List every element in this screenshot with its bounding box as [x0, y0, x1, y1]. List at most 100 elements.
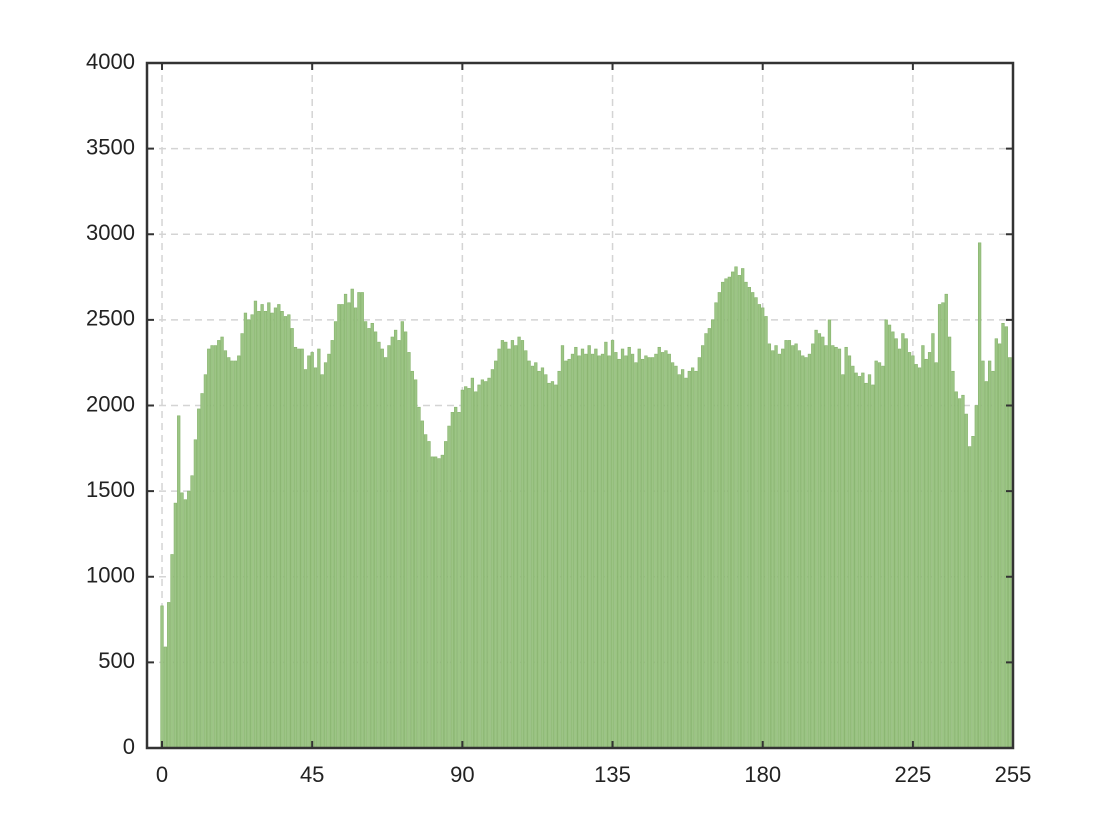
bar [624, 355, 628, 748]
bar [400, 321, 404, 748]
bar [427, 441, 431, 748]
bar [477, 384, 481, 748]
bar [410, 370, 414, 748]
bar [330, 340, 334, 748]
bar [824, 345, 828, 748]
bar [711, 319, 715, 748]
bar [954, 391, 958, 748]
bar [383, 357, 388, 748]
bar [323, 362, 328, 748]
bar [447, 425, 451, 748]
bar [183, 499, 188, 748]
bar [787, 340, 792, 748]
bar [420, 420, 424, 748]
bar [287, 314, 291, 748]
bar [931, 333, 935, 748]
bar [857, 376, 862, 748]
bar [847, 355, 852, 748]
bar [377, 341, 381, 748]
bar [173, 502, 178, 748]
bar [203, 374, 208, 748]
bar [937, 304, 942, 748]
bar [303, 369, 308, 748]
bar [434, 456, 438, 748]
bar [1008, 357, 1012, 748]
bar [794, 343, 798, 748]
bar [497, 348, 501, 748]
bar [737, 275, 741, 748]
bar [634, 362, 638, 748]
bar [243, 312, 248, 748]
y-tick-label: 2500 [86, 306, 135, 331]
bar [320, 374, 324, 748]
bar [811, 343, 815, 748]
bar [827, 319, 832, 748]
bar [761, 307, 765, 748]
bar [230, 360, 234, 748]
bar [514, 345, 518, 748]
bar [347, 302, 351, 748]
bar [407, 352, 411, 748]
bar [197, 408, 201, 748]
bar [984, 381, 988, 748]
bar [170, 554, 174, 748]
bar [821, 336, 825, 748]
bar [941, 302, 945, 748]
bar [460, 389, 464, 748]
x-tick-label: 0 [156, 762, 168, 787]
bar [851, 365, 855, 748]
y-tick-label: 3500 [86, 134, 135, 159]
bar [687, 370, 691, 748]
bar [424, 434, 428, 748]
bar [494, 360, 498, 748]
bar [564, 360, 568, 748]
bar [557, 370, 561, 748]
bar [877, 362, 882, 748]
bar [327, 353, 331, 748]
bar [747, 287, 751, 748]
bar [414, 379, 418, 748]
bar [901, 333, 905, 748]
bar [594, 348, 598, 748]
bar [674, 365, 678, 748]
plot-frame [145, 61, 1015, 750]
bar [871, 384, 875, 748]
bar [911, 355, 915, 748]
bar [891, 331, 895, 748]
bar [637, 348, 641, 748]
x-tick-label: 255 [995, 762, 1032, 787]
bar [487, 377, 491, 748]
bar [861, 372, 865, 748]
bar [417, 406, 421, 748]
bar [697, 357, 701, 748]
bar [757, 304, 762, 748]
bar [620, 348, 625, 748]
bar [680, 369, 685, 748]
bar [834, 346, 838, 748]
x-tick-label: 180 [744, 762, 781, 787]
bar [874, 360, 878, 748]
y-tick-label: 500 [98, 648, 135, 673]
bar [627, 346, 631, 748]
bar [690, 367, 695, 748]
bar [597, 355, 601, 748]
bar [904, 338, 908, 748]
bar [577, 355, 581, 748]
bar [854, 372, 858, 748]
bar [731, 271, 735, 748]
bar [994, 338, 998, 748]
bar [403, 331, 408, 748]
bar [967, 446, 972, 748]
y-tick-label: 1000 [86, 563, 135, 588]
bar [237, 355, 241, 748]
bar [220, 336, 224, 748]
bar [881, 365, 885, 748]
bar [614, 352, 618, 748]
bar [213, 345, 218, 748]
bar [580, 348, 585, 748]
bar [554, 384, 558, 748]
bar [467, 388, 471, 748]
bar [947, 336, 952, 748]
bar [290, 328, 294, 748]
